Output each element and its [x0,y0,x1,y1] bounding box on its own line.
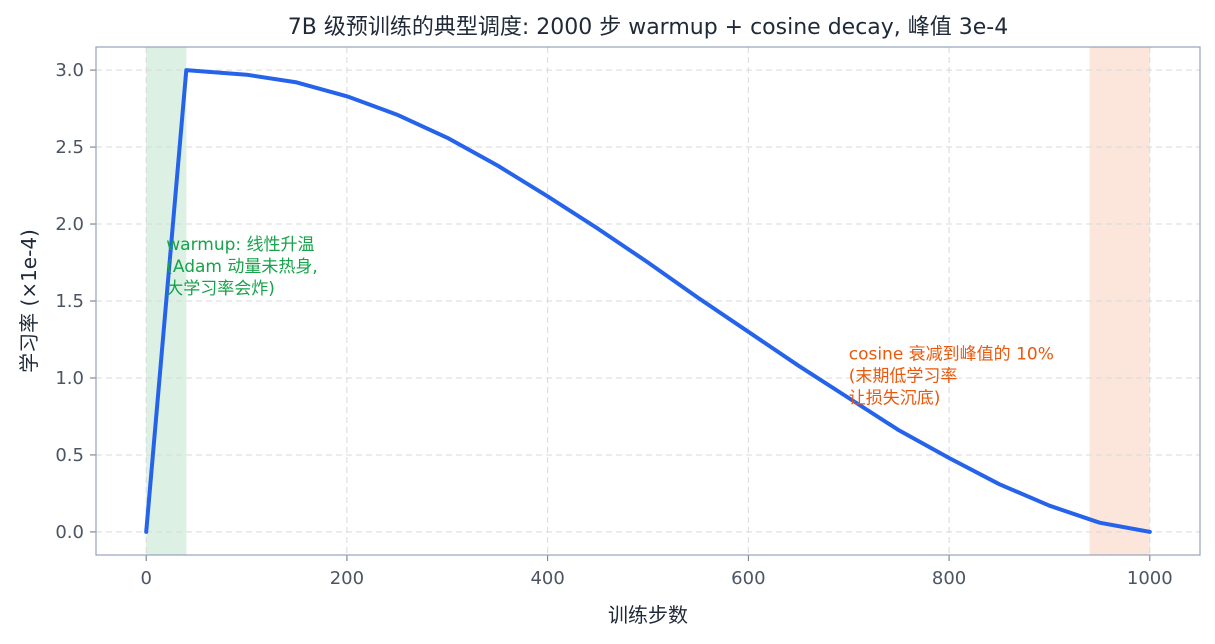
x-tick-label: 600 [731,568,765,589]
y-tick-label: 2.5 [55,137,84,158]
y-tick-label: 0.5 [55,445,84,466]
annotation-line: warmup: 线性升温 [166,235,314,255]
grid [96,47,1200,555]
x-tick-label: 200 [330,568,364,589]
x-tick-label: 800 [932,568,966,589]
y-tick-label: 1.5 [55,291,84,312]
annotation-line: 大学习率会炸) [166,279,275,299]
y-tick-label: 3.0 [55,60,84,81]
y-tick-label: 1.0 [55,368,84,389]
x-tick-label: 1000 [1127,568,1173,589]
y-axis-label: 学习率 (×1e-4) [17,229,41,373]
annotation-line: (Adam 动量未热身, [166,257,318,277]
annotation-1: cosine 衰减到峰值的 10% (末期低学习率让损失沉底) [849,344,1054,408]
y-tick-label: 0.0 [55,522,84,543]
series-group [144,68,1152,534]
plot-frame [95,46,1201,556]
annotation-line: cosine 衰减到峰值的 10% [849,344,1054,364]
x-axis-label: 训练步数 [608,603,688,627]
annotation-line: (末期低学习率 [849,366,958,386]
y-tick-label: 2.0 [55,214,84,235]
x-axis-ticks: 0 200 400 600 800 1000 [140,555,1173,589]
annotation-0: warmup: 线性升温(Adam 动量未热身,大学习率会炸) [166,235,318,299]
annotations: warmup: 线性升温(Adam 动量未热身,大学习率会炸) cosine 衰减… [166,235,1054,408]
lr-series-line-0 [144,68,1152,534]
x-tick-label: 0 [140,568,151,589]
chart-title: 7B 级预训练的典型调度: 2000 步 warmup + cosine dec… [288,15,1009,40]
x-tick-label: 400 [530,568,564,589]
annotation-line: 让损失沉底) [849,388,941,408]
y-axis-ticks: 0.0 0.5 1.0 1.5 2.0 2.5 3.0 [55,60,96,543]
